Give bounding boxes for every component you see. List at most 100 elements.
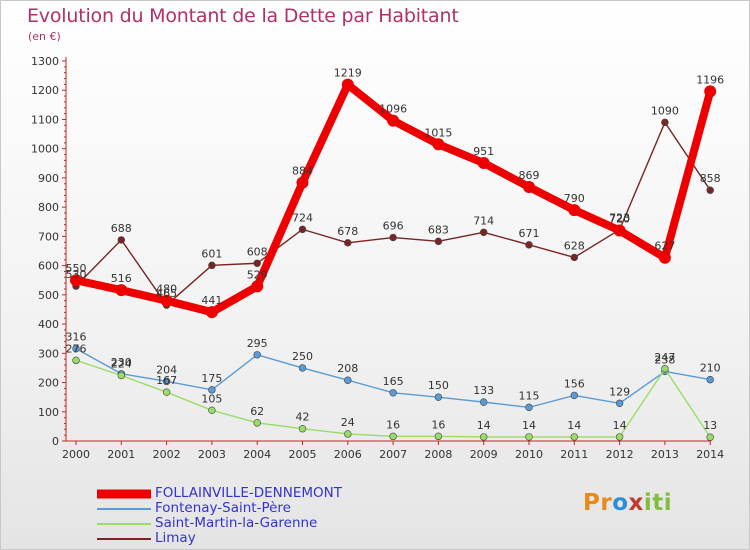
data-label: 230 [111, 356, 132, 369]
data-label: 724 [292, 211, 313, 224]
data-label: 238 [654, 353, 675, 366]
data-point [525, 241, 533, 249]
data-point [434, 432, 443, 441]
data-label: 858 [700, 172, 721, 185]
data-label: 465 [156, 287, 177, 300]
data-point [117, 371, 126, 380]
data-point [160, 294, 173, 307]
data-point [658, 251, 671, 264]
data-label: 156 [564, 377, 585, 390]
data-point [477, 157, 490, 170]
data-label: 62 [250, 405, 264, 418]
data-label: 16 [431, 418, 445, 431]
data-label: 165 [383, 375, 404, 388]
legend-swatch [97, 537, 151, 540]
data-point [480, 433, 488, 441]
y-tick-label: 1000 [31, 143, 59, 156]
data-label: 276 [66, 342, 87, 355]
x-tick-label: 2001 [107, 448, 135, 461]
data-point [568, 204, 581, 217]
data-point [661, 118, 669, 127]
data-label: 688 [111, 222, 132, 235]
y-tick-label: 0 [52, 435, 59, 448]
data-point [389, 432, 397, 441]
y-tick-label: 300 [38, 347, 59, 360]
chart-subtitle: (en €) [28, 30, 61, 43]
legend-label: Saint-Martin-la-Garenne [155, 515, 318, 531]
x-tick-label: 2009 [470, 448, 498, 461]
data-point [706, 375, 714, 384]
data-point [613, 224, 626, 237]
logo-letter: r [600, 490, 613, 516]
data-point [298, 364, 307, 372]
data-label: 1090 [651, 104, 679, 117]
data-label: 250 [292, 350, 313, 363]
data-point [434, 393, 443, 401]
data-point [615, 433, 624, 441]
logo-letter: t [652, 490, 664, 516]
data-label: 42 [296, 411, 310, 424]
data-point [389, 233, 397, 242]
data-label: 671 [519, 227, 540, 240]
data-label: 608 [247, 245, 268, 258]
y-tick-label: 600 [38, 260, 59, 273]
data-label: 678 [337, 225, 358, 238]
data-label: 1096 [379, 103, 407, 116]
logo-letter: i [663, 490, 673, 516]
y-tick-label: 1100 [31, 113, 59, 126]
data-point [387, 114, 400, 127]
chart-title: Evolution du Montant de la Dette par Hab… [27, 5, 459, 27]
x-tick-label: 2013 [651, 448, 679, 461]
data-point [208, 386, 216, 394]
data-label: 480 [156, 283, 177, 296]
x-tick-label: 2006 [334, 448, 362, 461]
data-label: 210 [700, 362, 721, 375]
logo-letter: o [612, 490, 629, 516]
logo-letter: i [643, 490, 653, 516]
data-point [70, 274, 82, 287]
data-point [162, 377, 171, 386]
data-label: 951 [473, 145, 494, 158]
data-point [72, 344, 80, 353]
data-point [570, 253, 578, 262]
y-tick-label: 800 [38, 201, 59, 214]
data-label: 1196 [696, 73, 724, 86]
data-point [706, 186, 714, 194]
y-tick-label: 500 [38, 289, 59, 302]
data-point [704, 85, 717, 98]
data-label: 150 [428, 379, 449, 392]
data-point [253, 419, 261, 427]
x-tick-label: 2010 [515, 448, 543, 461]
data-point [72, 356, 80, 365]
data-label: 550 [66, 262, 87, 275]
data-label: 14 [522, 419, 536, 432]
data-label: 295 [247, 337, 268, 350]
data-label: 14 [613, 419, 627, 432]
data-label: 627 [654, 240, 675, 253]
data-label: 247 [654, 351, 675, 364]
data-label: 14 [477, 419, 491, 432]
data-point [208, 261, 216, 270]
y-tick-label: 400 [38, 318, 59, 331]
x-tick-label: 2000 [62, 448, 90, 461]
y-tick-label: 100 [38, 406, 59, 419]
legend-item: Saint-Martin-la-Garenne [97, 516, 342, 531]
data-label: 723 [609, 212, 630, 225]
data-label: 683 [428, 223, 449, 236]
data-label: 208 [337, 362, 358, 375]
data-label: 204 [156, 363, 177, 376]
data-label: 601 [201, 247, 222, 260]
y-tick-label: 1200 [31, 84, 59, 97]
logo-letter: P [583, 490, 601, 516]
data-point [298, 225, 307, 234]
data-label: 175 [201, 372, 222, 385]
legend-item: Limay [97, 531, 342, 546]
data-point [253, 351, 261, 359]
data-point [432, 138, 445, 151]
data-point [205, 306, 218, 319]
data-point [251, 280, 264, 293]
data-label: 1219 [334, 67, 362, 80]
x-tick-label: 2011 [560, 448, 588, 461]
data-label: 529 [247, 268, 268, 281]
